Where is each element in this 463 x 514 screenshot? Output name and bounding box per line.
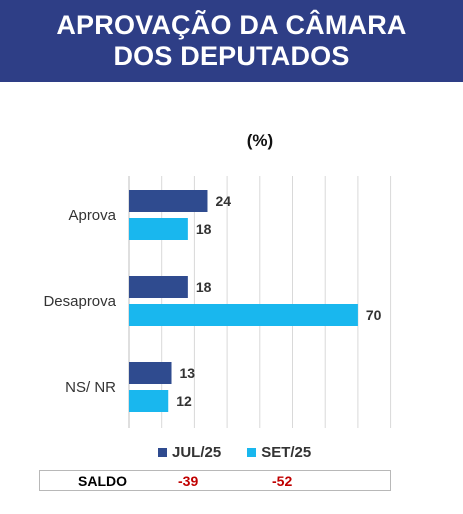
- data-label: 18: [196, 221, 212, 237]
- bar-jul: [129, 190, 208, 212]
- saldo-box: SALDO -39 -52: [39, 470, 391, 491]
- bar-jul: [129, 362, 172, 384]
- legend-item-set: SET/25: [247, 444, 311, 461]
- saldo-value-set: -52: [272, 473, 293, 489]
- title-line-1: APROVAÇÃO DA CÂMARA: [56, 10, 407, 40]
- bar-jul: [129, 276, 188, 298]
- legend-label-jul: JUL/25: [172, 444, 222, 461]
- title-line-2: DOS DEPUTADOS: [113, 41, 350, 71]
- unit-label: (%): [246, 131, 274, 150]
- saldo-label: SALDO: [78, 473, 127, 489]
- legend-swatch-jul: [158, 448, 167, 457]
- data-label: 24: [215, 193, 231, 209]
- saldo-value-jul: -39: [178, 473, 199, 489]
- data-label: 18: [196, 279, 212, 295]
- data-label: 70: [366, 307, 382, 323]
- data-label: 13: [180, 365, 196, 381]
- legend-item-jul: JUL/25: [158, 444, 221, 461]
- legend-swatch-set: [247, 448, 257, 457]
- bar-set: [129, 304, 358, 326]
- bar-set: [129, 218, 188, 240]
- category-label: Desaprova: [43, 293, 116, 310]
- category-label: NS/ NR: [65, 379, 116, 396]
- legend: JUL/25 SET/25: [158, 444, 337, 461]
- legend-label-set: SET/25: [261, 444, 312, 461]
- category-label: Aprova: [68, 207, 116, 224]
- bar-set: [129, 390, 169, 412]
- title-banner: APROVAÇÃO DA CÂMARA DOS DEPUTADOS: [0, 0, 463, 82]
- data-label: 12: [176, 393, 192, 409]
